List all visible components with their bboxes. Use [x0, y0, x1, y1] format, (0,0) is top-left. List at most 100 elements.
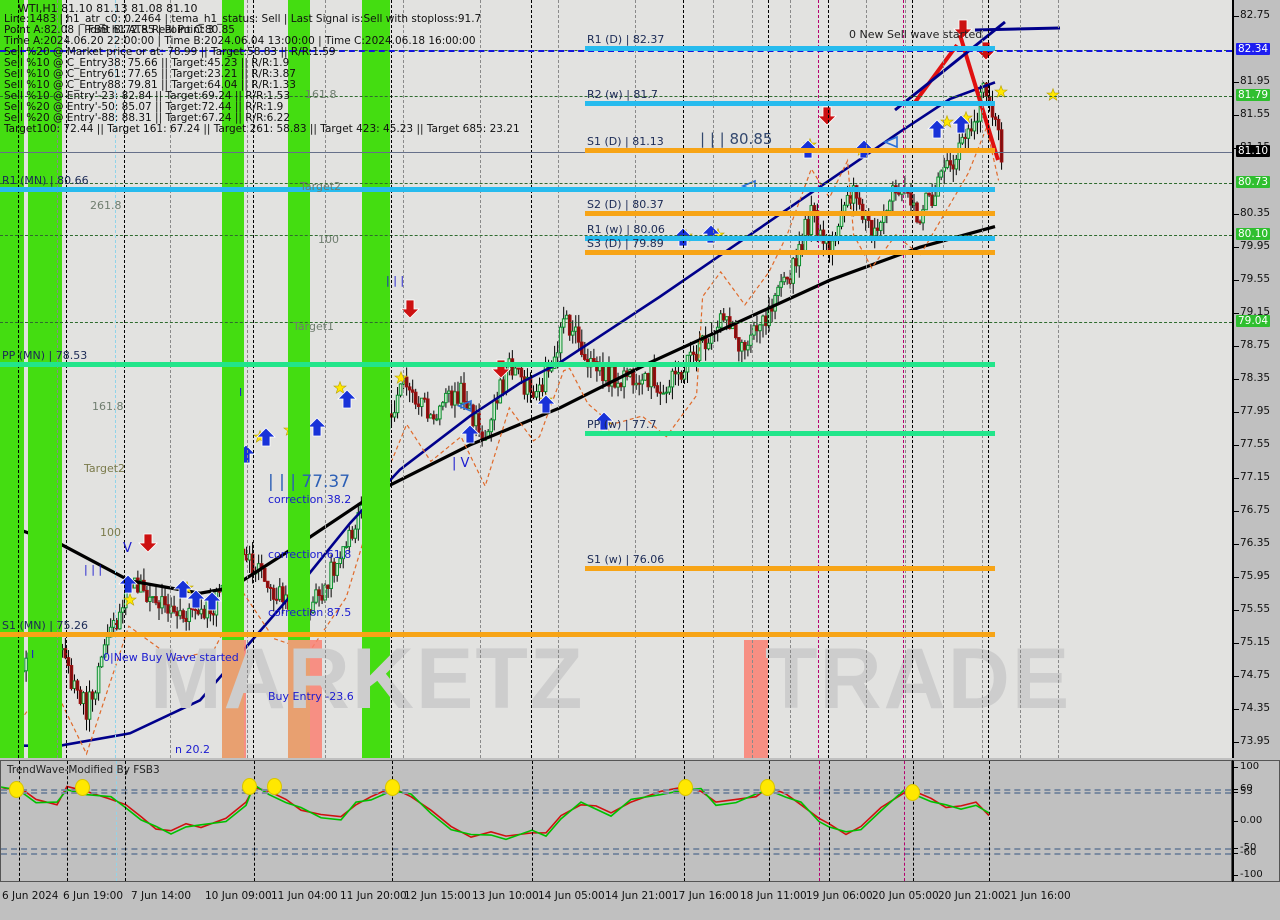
- price-tick-mark: [1234, 576, 1239, 578]
- indicator-scale[interactable]: 100 60 53 0.00 -50 -60 -100: [1232, 760, 1280, 882]
- price-line-blue: [0, 50, 1232, 53]
- indicator-tick-label: 60: [1240, 782, 1253, 794]
- indicator-tick-label: 0.00: [1240, 815, 1263, 826]
- sell-arrow: [491, 359, 511, 379]
- indicator-peak-dot: [760, 779, 775, 797]
- trend-stroke: [911, 43, 959, 107]
- price-tick-mark: [1234, 214, 1239, 216]
- fractal-star: [394, 370, 408, 384]
- indicator-peak-dot: [678, 779, 693, 797]
- time-axis[interactable]: 6 Jun 2024 6 Jun 19:00 7 Jun 14:00 10 Jun 0…: [0, 884, 1280, 920]
- pivot-label: S1 (w) | 76.06: [587, 552, 665, 566]
- event-line: [912, 0, 913, 758]
- fractal-star: [994, 84, 1008, 98]
- gridline-v: [713, 0, 714, 758]
- indicator-tick-mark: [1234, 767, 1238, 768]
- indicator-event-line: [19, 761, 20, 881]
- price-tick-label: 81.95: [1240, 75, 1271, 88]
- pivot-line: [585, 45, 995, 51]
- price-badge: 82.34: [1236, 43, 1271, 56]
- header-line: Target100: 72.44 || Target 161: 67.24 ||…: [4, 123, 520, 135]
- buy-arrow: [307, 417, 327, 437]
- pivot-label: R1 (MN) | 80.66: [2, 173, 89, 187]
- trend-stroke: [958, 34, 1000, 161]
- price-tick-label: 82.75: [1240, 9, 1271, 22]
- indicator-tick-mark: [1234, 875, 1238, 876]
- indicator-tick-label: -50: [1240, 842, 1257, 853]
- indicator-level: [1, 848, 1231, 850]
- event-line: [988, 0, 989, 758]
- pivot-label: R1 (w) | 80.06: [587, 223, 665, 237]
- pivot-label: S1 (MN) | 75.26: [2, 618, 88, 632]
- indicator-title: TrendWave-Modified By FSB3: [7, 764, 160, 776]
- indicator-event-line: [67, 761, 68, 881]
- price-tick-label: 78.75: [1240, 339, 1271, 352]
- sell-arrow: [953, 19, 973, 39]
- pivot-line: [0, 362, 995, 368]
- chart-annotation: | | |: [84, 563, 103, 576]
- gridline-h: [0, 95, 1232, 97]
- price-tick-mark: [1234, 346, 1239, 348]
- price-pane[interactable]: MARKETZ TRADE R1 (D) | 82.37 R2 (w) | 81.…: [0, 0, 1232, 758]
- indicator-tick-label: 53: [1240, 786, 1253, 798]
- time-tick-label: 20 Jun 05:00: [872, 890, 939, 902]
- price-badge: 81.79: [1236, 88, 1271, 101]
- indicator-tick-label: 100: [1240, 761, 1260, 772]
- header-line: Point A:82.08 | Point B:72.85 | Point C:…: [4, 24, 235, 36]
- gridline-v: [247, 0, 248, 758]
- pivot-label: PP (w) | 77.7: [587, 417, 657, 431]
- price-badge: 80.10: [1236, 227, 1271, 240]
- chart-annotation: Target2: [84, 462, 126, 475]
- indicator-event-line: [392, 761, 393, 881]
- buy-arrow: [186, 589, 206, 609]
- event-line: [18, 0, 19, 758]
- time-tick-label: 11 Jun 20:00: [340, 890, 407, 902]
- indicator-fast-line: [1, 783, 990, 841]
- gridline-v: [558, 0, 559, 758]
- indicator-event-line: [684, 761, 685, 881]
- sar-dots: [7, 125, 1000, 756]
- indicator-event-line: [254, 761, 255, 881]
- watermark-left: MARKETZ: [150, 631, 585, 727]
- gridline-v: [57, 0, 58, 758]
- gridline-v: [635, 0, 636, 758]
- header-line: Time A:2024.06.20 22:00:00 | Time B:2024…: [4, 35, 476, 47]
- indicator-pane[interactable]: TrendWave-Modified By FSB3: [0, 760, 1232, 882]
- pivot-label: S1 (D) | 81.13: [587, 134, 664, 148]
- buy-arrow: [594, 411, 614, 431]
- header-line: Sell %20 @ Market price or at: 78.99 || …: [4, 46, 336, 58]
- price-scale[interactable]: 82.7581.9581.5581.1580.3579.9579.5579.15…: [1232, 0, 1280, 758]
- hollow-arrow: [456, 399, 472, 413]
- header-line: Sell %10 @ Entry'-23: 82.84 || Target:69…: [4, 90, 291, 102]
- chart-annotation: 0|New Buy Wave started: [103, 651, 239, 664]
- indicator-series: [1, 783, 990, 841]
- indicator-event-line: [125, 761, 126, 881]
- chart-annotation: | | |: [386, 274, 405, 287]
- time-tick-label: 7 Jun 14:00: [131, 890, 192, 902]
- time-tick-label: 10 Jun 09:00: [205, 890, 272, 902]
- price-tick-label: 73.95: [1240, 734, 1271, 747]
- price-tick-label: 74.75: [1240, 668, 1271, 681]
- chart-annotation: I: [31, 648, 35, 661]
- event-line: [683, 0, 684, 758]
- price-tick-label: 79.15: [1240, 306, 1271, 319]
- fractal-star: [940, 114, 954, 128]
- price-tick-mark: [1234, 708, 1239, 710]
- indicator-event-line: [904, 761, 905, 881]
- indicator-event-line: [116, 761, 117, 881]
- pivot-line: [585, 147, 995, 153]
- indicator-tick-mark: [1234, 821, 1238, 822]
- hollow-arrow: [882, 135, 898, 149]
- chart-annotation: 100: [318, 233, 339, 246]
- price-tick-label: 77.15: [1240, 470, 1271, 483]
- price-tick-mark: [1234, 411, 1239, 413]
- signal-band: [222, 640, 244, 758]
- indicator-level: [1, 788, 1231, 791]
- price-tick-mark: [1234, 609, 1239, 611]
- indicator-event-line: [769, 761, 770, 881]
- chart-annotation: 161.8: [305, 88, 337, 101]
- price-tick-label: 75.95: [1240, 569, 1271, 582]
- price-tick-label: 75.15: [1240, 635, 1271, 648]
- chart-annotation: I: [239, 386, 243, 399]
- indicator-peak-dot: [242, 778, 257, 796]
